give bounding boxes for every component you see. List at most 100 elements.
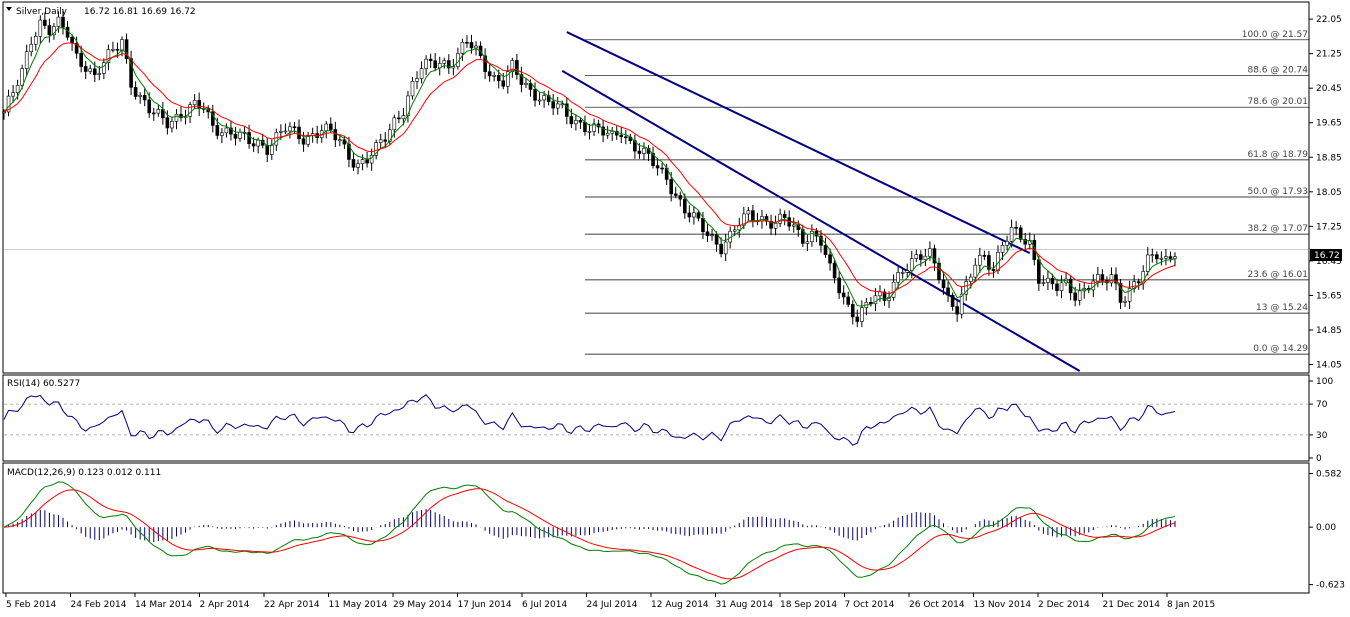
price-tick-label: 14.85 [1316,326,1342,336]
candle-body [669,179,673,195]
price-tick-label: 17.25 [1316,222,1342,232]
candle-body [696,212,701,219]
date-tick-label: 24 Jul 2014 [587,600,638,610]
candle-body [97,73,102,75]
price-tick-label: 18.85 [1316,153,1342,163]
rsi-line [3,394,1176,446]
candle-body [878,291,882,297]
candle-body [914,254,919,259]
candle-body [978,255,982,266]
rsi-tick-label: 30 [1316,431,1328,441]
candle-body [33,36,38,45]
candle-body [1127,288,1132,302]
candle-body [565,103,569,117]
candle-body [610,131,614,134]
candle-body [356,163,360,168]
candle-body [433,60,437,69]
candle-body [92,68,97,75]
regression-channel [561,31,1081,372]
candle-body [732,229,737,232]
candle-body [56,16,61,27]
candle-body [1023,239,1028,245]
candle-body [873,295,878,305]
candle-body [1055,283,1059,291]
candle-body [601,126,605,136]
candle-body [778,213,782,224]
candle-body [832,262,837,279]
fib-level-label: 13 @ 15.24 [1256,303,1308,313]
candle-body [614,131,619,136]
candle-body [369,155,374,164]
candle-body [537,99,542,102]
price-panel-frame [2,1,1310,374]
candle-body [129,58,133,88]
candle-body [583,121,587,132]
candle-body [374,142,378,156]
rsi-tick-label: 100 [1316,377,1333,387]
candle-body [1150,254,1155,256]
macd-tick-label: 0.00 [1316,523,1336,533]
candle-body [115,49,120,51]
candle-body [247,132,251,145]
candle-body [2,111,6,114]
candle-body [1145,254,1150,272]
candle-body [410,81,415,97]
candle-body [1136,281,1141,284]
candle-body [1109,274,1114,284]
candle-body [860,307,864,322]
price-tick-label: 19.65 [1316,119,1342,129]
rsi-tick-label: 0 [1316,454,1322,464]
macd-signal-line [3,488,1176,580]
candle-body [515,60,519,75]
candle-body [1046,277,1050,283]
ma-slow-line [3,42,1176,295]
candle-body [964,281,969,295]
symbol-timeframe-label: Silver,Daily [16,7,68,17]
candle-body [624,136,628,139]
date-axis: 5 Feb 2014 24 Feb 2014 14 Mar 2014 2 Apr 20… [5,593,1215,610]
fib-level-label: 61.8 @ 18.79 [1247,150,1308,160]
candle-body [392,117,397,131]
price-tick-label: 16.45 [1316,257,1342,267]
dropdown-arrow-icon[interactable] [6,7,12,11]
candle-body [660,167,664,170]
candle-body [605,132,610,136]
candle-body [823,245,828,256]
candle-body [328,123,333,130]
candle-body [746,210,751,215]
candle-body [383,139,388,142]
macd-tick-label: 0.582 [1316,470,1342,480]
fib-level-label: 38.2 @ 17.07 [1247,224,1308,234]
candle-body [274,132,279,146]
price-tick-label: 21.25 [1316,50,1342,60]
candle-body [810,230,814,243]
fib-level-label: 0.0 @ 14.29 [1253,344,1308,354]
candle-body [941,279,946,289]
candle-body [174,114,179,122]
candle-body [683,198,687,214]
candle-body [805,241,810,244]
ma-fast-line [3,27,1176,307]
candle-body [882,291,887,301]
candle-body [542,95,546,101]
ohlc-readout: 16.72 16.81 16.69 16.72 [84,7,196,17]
date-tick-label: 7 Oct 2014 [845,600,895,610]
candle-body [256,139,260,147]
channel-upper-line [566,31,1031,254]
candle-body [533,89,537,101]
rsi-tick-label: 70 [1316,400,1328,410]
candle-body [156,109,161,114]
candle-body [574,120,578,125]
candle-body [791,224,796,227]
candle-body [701,217,705,233]
candle-body [1123,300,1127,303]
candle-body [587,131,592,133]
date-tick-label: 6 Jul 2014 [522,600,567,610]
candle-body [651,153,655,166]
candle-body [760,216,764,222]
candle-body [61,16,65,28]
candle-body [147,99,152,114]
candle-body [528,82,533,90]
